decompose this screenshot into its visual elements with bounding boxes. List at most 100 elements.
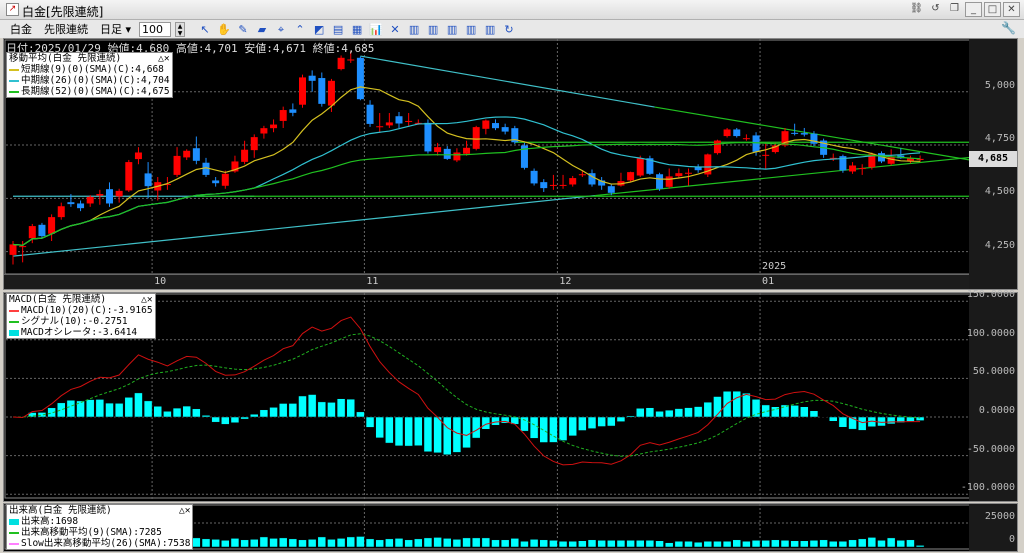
candle-body (376, 126, 384, 128)
crosshair-icon[interactable]: ⌖ (277, 22, 285, 36)
chart-settings-icon[interactable]: ◩ (313, 22, 325, 36)
volume-bar (278, 537, 288, 548)
volume-label: 出来高:1698 (21, 516, 79, 527)
indicator-1-icon[interactable]: ▥ (408, 22, 420, 36)
candle-body (791, 132, 799, 134)
oscillator-bar (336, 398, 346, 418)
indicator-4-icon[interactable]: ▥ (465, 22, 477, 36)
volume-legend[interactable]: 出来高(白金 先限連続) △✕ 出来高:1698 出来高移動平均(9)(SMA):… (6, 504, 194, 550)
legend-swatch (9, 68, 19, 71)
hand-icon[interactable]: ✋ (217, 22, 231, 36)
up-circle-icon[interactable]: ⌃ (295, 22, 305, 36)
oscillator-bar (163, 411, 172, 418)
oscillator-bar (558, 416, 568, 441)
candle-body (48, 217, 56, 234)
oscillator-bar (732, 390, 741, 418)
ma-mid-label: 中期線(26)(0)(SMA)(C):4,704 (21, 75, 170, 86)
volume-ma-label: 出来高移動平均(9)(SMA):7285 (21, 527, 162, 538)
ma-legend[interactable]: 移動平均(白金 先限連続) △✕ 短期線(9)(0)(SMA)(C):4,668 … (6, 52, 173, 98)
contract-button[interactable]: 先限連続 (44, 23, 88, 36)
oscillator-bar (597, 416, 606, 427)
bar-count-stepper[interactable]: ▲ ▼ (175, 21, 186, 37)
refresh-icon[interactable]: ↺ (931, 3, 940, 14)
oscillator-bar (153, 405, 162, 418)
candle-body (675, 173, 683, 177)
volume-bar (790, 540, 799, 548)
candle-body (511, 128, 519, 143)
indicator-2-icon[interactable]: ▥ (427, 22, 439, 36)
macd-line (12, 316, 921, 466)
oscillator-bar (857, 416, 867, 431)
oscillator-bar (578, 416, 587, 431)
candle-body (9, 244, 17, 255)
price-chart-pane[interactable]: 10 11 12 01 5,000 4,750 4,500 4,250 4,685 日付:2… (3, 38, 1018, 290)
ma-long-label: 長期線(52)(0)(SMA)(C):4,675 (21, 86, 170, 97)
oscillator-bar (356, 411, 365, 418)
volume-bar (481, 537, 491, 548)
link-icon[interactable]: ⛓ (910, 3, 923, 14)
maximize-icon[interactable]: □ (984, 2, 1001, 17)
oscillator-bar (529, 416, 539, 439)
reload-icon[interactable]: ↻ (504, 22, 514, 36)
legend-controls[interactable]: △✕ (158, 53, 170, 64)
indicator-3-icon[interactable]: ▥ (446, 22, 458, 36)
candle-body (742, 138, 750, 140)
oscillator-bar (182, 405, 191, 418)
volume-bar (327, 539, 336, 548)
table-icon[interactable]: ▦ (351, 22, 363, 36)
volume-bar (221, 540, 230, 548)
volume-bar (607, 540, 616, 548)
candle-body (38, 224, 46, 237)
period-label: 日足 (100, 23, 122, 36)
bar-chart-dropdown-icon[interactable]: 📊 (369, 22, 383, 36)
symbol-button[interactable]: 白金 (10, 23, 32, 36)
indicator-5-icon[interactable]: ▥ (484, 22, 496, 36)
candle-body (453, 152, 461, 161)
candle-body (646, 158, 654, 174)
candle-body (77, 203, 85, 209)
candle-body (163, 184, 171, 186)
oscillator-bar (288, 403, 298, 418)
delete-icon[interactable]: ✕ (390, 22, 400, 36)
oscillator-bar (452, 416, 462, 453)
volume-pane[interactable]: 25000 0 出来高(白金 先限連続) △✕ 出来高:1698 出来高移動平均(9… (3, 503, 1018, 552)
oscillator-bar (713, 396, 722, 418)
pointer-icon[interactable]: ↖ (200, 22, 210, 36)
date-tick-label: 10 (154, 276, 167, 287)
oscillator-bar (317, 401, 327, 418)
high-value: 高値:4,701 (175, 42, 238, 55)
candle-body (299, 77, 306, 105)
oscillator-bar (607, 416, 616, 427)
grid-icon[interactable]: ▤ (332, 22, 344, 36)
legend-controls[interactable]: △✕ (141, 294, 153, 305)
ma-long-line (12, 141, 921, 246)
volume-bar (809, 540, 819, 548)
oscillator-bar (192, 408, 201, 418)
ma-short-label: 短期線(9)(0)(SMA)(C):4,668 (21, 64, 164, 75)
legend-controls[interactable]: △✕ (179, 505, 191, 516)
candle-body (472, 127, 480, 149)
candle-body (868, 153, 876, 168)
open-value: 始値:4,680 (107, 42, 170, 55)
candle-body (906, 158, 914, 162)
minimize-icon[interactable]: _ (965, 2, 982, 17)
oscillator-bar (76, 400, 85, 418)
copy-icon[interactable]: ❐ (950, 3, 959, 14)
macd-legend[interactable]: MACD(白金 先限連続) △✕ MACD(10)(20)(C):-3.9165 … (6, 293, 156, 339)
volume-bar (829, 540, 838, 548)
period-dropdown[interactable]: 日足 ▾ (96, 21, 135, 37)
pencil-icon[interactable]: ✎ (238, 22, 248, 36)
wrench-icon[interactable]: 🔧 (1001, 21, 1016, 35)
date-value: 日付:2025/01/29 (6, 42, 101, 55)
oscillator-bar (896, 416, 906, 423)
candle-body (356, 57, 364, 100)
signal-label: シグナル(10):-0.2751 (21, 316, 128, 327)
macd-pane[interactable]: 150.0000 100.0000 50.0000 0.0000 -50.0000 -10… (3, 289, 1018, 502)
price-chart (4, 39, 973, 275)
candle-body (28, 226, 36, 239)
close-icon[interactable]: ✕ (1003, 2, 1020, 17)
candle-body (520, 145, 528, 168)
candle-body (260, 128, 268, 134)
bar-count-input[interactable] (139, 21, 172, 37)
eraser-icon[interactable]: ▰ (257, 22, 267, 36)
